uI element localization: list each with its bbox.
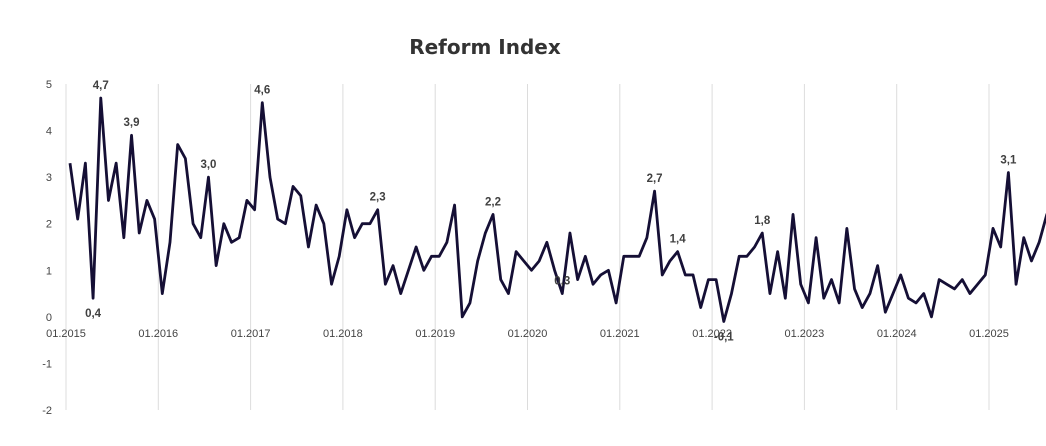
data-label: 0,4: [85, 308, 102, 320]
x-tick-label: 01.2021: [600, 328, 640, 340]
x-tick-label: 01.2017: [231, 328, 271, 340]
x-tick-label: 01.2015: [46, 328, 86, 340]
data-label: 0,3: [554, 276, 570, 288]
y-tick-label: 3: [46, 172, 52, 184]
series-group: [68, 96, 1046, 323]
x-tick-label: 01.2019: [415, 328, 455, 340]
data-label: 4,7: [93, 80, 109, 92]
x-tick-label: 01.2016: [138, 328, 178, 340]
grid-lines: [65, 84, 990, 410]
chart-title: Reform Index: [409, 35, 561, 59]
y-tick-label: -2: [42, 405, 52, 417]
y-tick-label: 1: [46, 265, 52, 277]
x-tick-label: 01.2022: [692, 328, 732, 340]
data-label: 3,9: [124, 117, 140, 129]
y-tick-label: 4: [46, 126, 52, 138]
x-tick-label: 01.2023: [785, 328, 825, 340]
x-tick-label: 01.2020: [508, 328, 548, 340]
data-label: -0,1: [714, 332, 734, 344]
x-tick-label: 01.2024: [877, 328, 917, 340]
data-label: 4,6: [254, 85, 270, 97]
data-labels: 0,4 4,7 3,9 3,0 4,6 2,3 2,2 0,3 2,7 1,4 -0,1 1,8 3,1…: [85, 80, 1017, 344]
x-tick-label: 01.2025: [969, 328, 1009, 340]
y-tick-label: 0: [46, 312, 52, 324]
x-tick-label: 01.2018: [323, 328, 363, 340]
y-tick-label: -1: [42, 358, 52, 370]
data-label: 2,7: [647, 173, 663, 185]
y-tick-label: 2: [46, 219, 52, 231]
data-label: 1,4: [670, 234, 687, 246]
data-label: 2,3: [370, 192, 386, 204]
y-tick-label: 5: [46, 79, 52, 91]
x-axis-tick-labels: 01.2015 01.2016 01.2017 01.2018 01.2019 01.20…: [46, 328, 1009, 340]
data-label: 3,1: [1000, 154, 1017, 166]
series-line: [68, 96, 1046, 323]
data-label: 3,0: [200, 159, 216, 171]
data-label: 1,8: [754, 215, 771, 227]
y-axis-tick-labels: 5 4 3 2 1 0 -1 -2: [42, 79, 52, 417]
data-label: 2,2: [485, 196, 501, 208]
